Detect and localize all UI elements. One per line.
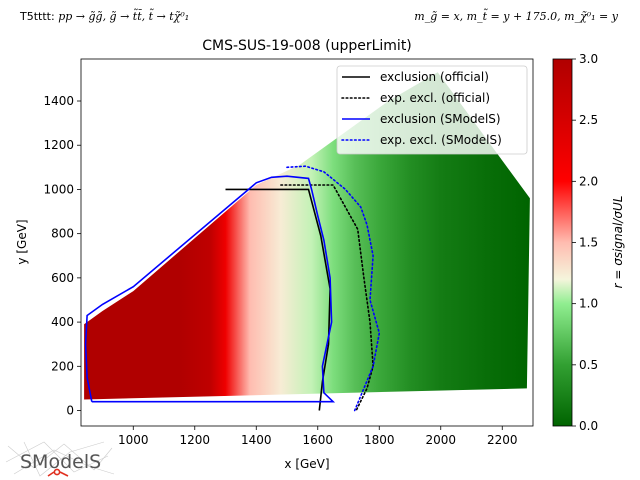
series-line-2 bbox=[280, 184, 374, 412]
colorbar-tick-label: 0.5 bbox=[579, 358, 598, 372]
colorbar-gradient bbox=[552, 58, 573, 427]
x-tick-label: 1000 bbox=[118, 433, 149, 447]
contour-lines bbox=[84, 165, 381, 412]
logo-text: SModelS bbox=[20, 451, 101, 473]
y-tick-label: 600 bbox=[51, 271, 74, 285]
axes-frame bbox=[80, 58, 534, 427]
y-tick-label: 800 bbox=[51, 227, 74, 241]
legend-label-4: exp. excl. (SModelS) bbox=[380, 133, 502, 147]
legend: exclusion (official) exp. excl. (official… bbox=[336, 65, 528, 155]
colorbar-tick-label: 2.0 bbox=[579, 174, 598, 188]
mass-relation: m_g̃ = x, m_t̃ = y + 175.0, m_χ̃⁰₁ = y bbox=[414, 10, 618, 23]
process-id: T5tttt: bbox=[20, 10, 55, 23]
y-tick-label: 1400 bbox=[43, 94, 74, 108]
legend-label-3: exclusion (SModelS) bbox=[380, 112, 501, 126]
y-axis: 0 200 400 600 800 1000 1200 1400 bbox=[43, 94, 81, 418]
x-tick-label: 2200 bbox=[487, 433, 518, 447]
colorbar-tick-label: 1.5 bbox=[579, 236, 598, 250]
x-tick-label: 1200 bbox=[179, 433, 210, 447]
x-tick-label: 1600 bbox=[302, 433, 333, 447]
x-tick-label: 1800 bbox=[364, 433, 395, 447]
legend-label-2: exp. excl. (official) bbox=[380, 91, 490, 105]
logo-scribble bbox=[5, 441, 115, 477]
colorbar-tick-label: 3.0 bbox=[579, 52, 598, 66]
x-axis: 1000 1200 1400 1600 1800 2000 2200 bbox=[118, 426, 518, 447]
chart-title: CMS-SUS-19-008 (upperLimit) bbox=[202, 38, 412, 54]
legend-box bbox=[336, 65, 528, 155]
y-tick-label: 1000 bbox=[43, 182, 74, 196]
colorbar-tick-label: 1.0 bbox=[579, 297, 598, 311]
y-axis-label: y [GeV] bbox=[15, 219, 29, 264]
process-formula: pp → g̃g̃, g̃ → t̃t̄, t̃ → tχ̃⁰₁ bbox=[58, 10, 190, 23]
y-tick-label: 200 bbox=[51, 359, 74, 373]
y-tick-label: 400 bbox=[51, 315, 74, 329]
legend-label-1: exclusion (official) bbox=[380, 70, 489, 84]
y-tick-label: 1200 bbox=[43, 138, 74, 152]
logo-vertex-icon bbox=[47, 468, 69, 477]
colorbar-tick-label: 0.0 bbox=[579, 419, 598, 433]
x-tick-label: 1400 bbox=[241, 433, 272, 447]
smodels-logo: SModelS bbox=[5, 441, 115, 477]
y-tick-label: 0 bbox=[66, 404, 74, 418]
series-line-4 bbox=[286, 165, 381, 412]
process-header: T5tttt: pp → g̃g̃, g̃ → t̃t̄, t̃ → tχ̃⁰₁ bbox=[20, 10, 189, 23]
series-line-3 bbox=[84, 175, 336, 403]
colorbar-label: r = σsignal/σUL bbox=[611, 196, 625, 289]
colorbar: 0.0 0.5 1.0 1.5 2.0 2.5 3.0 r = σsignal/σUL bbox=[552, 52, 625, 433]
x-axis-label: x [GeV] bbox=[284, 457, 329, 471]
colorbar-tick-label: 2.5 bbox=[579, 113, 598, 127]
x-tick-label: 2000 bbox=[425, 433, 456, 447]
